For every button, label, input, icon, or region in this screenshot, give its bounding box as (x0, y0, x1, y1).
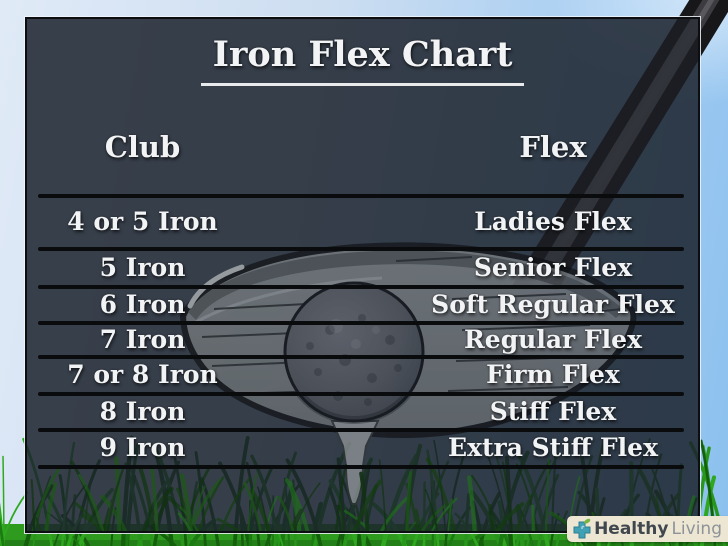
flex-column-header: Flex (519, 130, 587, 164)
table-divider (38, 355, 684, 359)
table-row: 5 Iron Senior Flex (0, 251, 728, 285)
brand-name-living: Living (671, 519, 722, 539)
table-divider (38, 392, 684, 396)
brand-name-healthy: Healthy (594, 519, 669, 539)
club-cell: 8 Iron (99, 397, 186, 426)
flex-cell: Soft Regular Flex (431, 290, 675, 319)
healthy-living-logo: Healthy Living (567, 516, 728, 542)
cross-leaf-icon (573, 518, 591, 539)
table-row: 7 Iron Regular Flex (0, 323, 728, 357)
table-divider (38, 194, 684, 198)
flex-cell: Ladies Flex (474, 207, 632, 236)
flex-cell: Regular Flex (464, 325, 642, 354)
club-cell: 7 or 8 Iron (67, 360, 218, 389)
table-header-row: Club Flex (0, 128, 728, 166)
flex-cell: Extra Stiff Flex (448, 433, 658, 462)
golf-ball-icon (283, 281, 425, 425)
club-cell: 9 Iron (99, 433, 186, 462)
club-cell: 4 or 5 Iron (67, 207, 218, 236)
golf-shaft-icon (512, 19, 698, 290)
table-divider (38, 465, 684, 469)
table-row: 6 Iron Soft Regular Flex (0, 288, 728, 322)
table-divider (38, 285, 684, 289)
flex-cell: Senior Flex (473, 253, 633, 282)
table-row: 4 or 5 Iron Ladies Flex (0, 205, 728, 239)
club-cell: 6 Iron (99, 290, 186, 319)
club-column-header: Club (104, 130, 181, 164)
flex-cell: Stiff Flex (489, 397, 617, 426)
table-row: 7 or 8 Iron Firm Flex (0, 358, 728, 392)
chart-title: Iron Flex Chart (200, 35, 525, 86)
flex-cell: Firm Flex (486, 360, 620, 389)
club-cell: 5 Iron (99, 253, 186, 282)
table-divider (38, 321, 684, 325)
table-divider (38, 247, 684, 251)
table-row: 8 Iron Stiff Flex (0, 395, 728, 429)
table-row: 9 Iron Extra Stiff Flex (0, 431, 728, 465)
club-cell: 7 Iron (99, 325, 186, 354)
table-divider (38, 428, 684, 432)
